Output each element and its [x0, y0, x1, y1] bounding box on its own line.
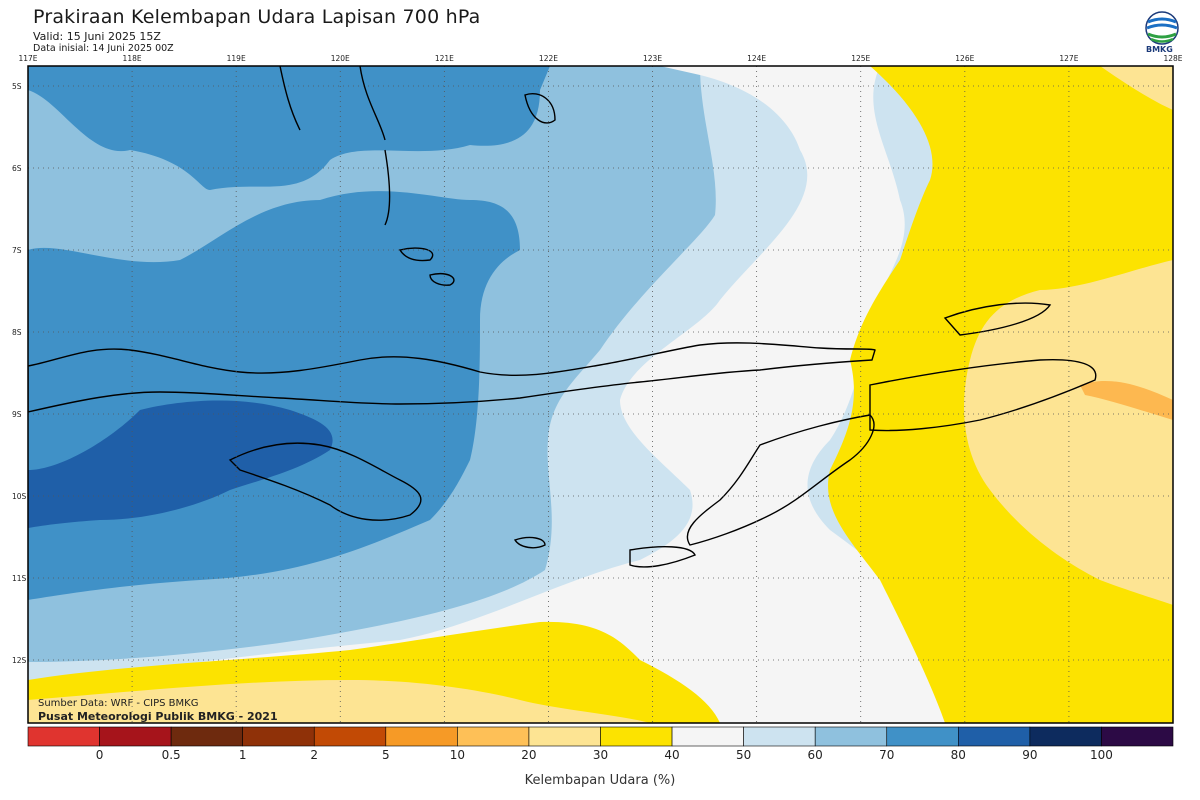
colorbar-tick-label: 50: [735, 748, 752, 762]
field-30-north: [1100, 66, 1173, 110]
colorbar-tick-label: 10: [449, 748, 466, 762]
colorbar-tick-label: 80: [950, 748, 966, 762]
map-title: Prakiraan Kelembapan Udara Lapisan 700 h…: [33, 6, 481, 28]
colorbar-tick-label: 2: [310, 748, 319, 762]
colorbar-title: Kelembapan Udara (%): [524, 773, 676, 788]
lat-label: 7S: [12, 246, 22, 255]
colorbar-segment: [958, 726, 1031, 747]
coast-small-islands: [384, 149, 455, 286]
colorbar-segment: [600, 726, 673, 747]
colorbar-segment: [457, 726, 530, 747]
coast-wetar: [943, 302, 1052, 336]
colorbar-segment: [1029, 726, 1102, 747]
lon-label: 117E: [18, 54, 37, 63]
colorbar-tick-label: 40: [664, 748, 680, 762]
colorbar-tick-label: 1: [238, 748, 247, 762]
data-source: Sumber Data: WRF - CIPS BMKG: [38, 698, 199, 709]
field-90: [28, 400, 333, 528]
lat-label: 5S: [12, 82, 22, 91]
lon-label: 127E: [1059, 54, 1078, 63]
gridlines: [28, 66, 1173, 723]
lat-label: 6S: [12, 164, 22, 173]
colorbar-tick-label: 20: [521, 748, 537, 762]
lat-label: 11S: [12, 574, 27, 583]
valid-time: Valid: 15 Juni 2025 15Z: [33, 30, 161, 43]
init-time: Data inisial: 14 Juni 2025 00Z: [33, 43, 174, 54]
colorbar-segment: [385, 726, 458, 747]
lon-labels: 117E 118E 119E 120E 121E 122E 123E 124E 125E 126E…: [18, 54, 1182, 63]
colorbar-segment: [27, 726, 100, 747]
bmkg-logo-icon: [1145, 11, 1179, 45]
field-30-east: [964, 260, 1173, 605]
field-20: [1080, 380, 1173, 420]
lat-label: 12S: [12, 656, 27, 665]
center-name: Pusat Meteorologi Publik BMKG - 2021: [38, 710, 278, 723]
colorbar-tick-label: 90: [1022, 748, 1038, 762]
coast-lesser-sunda: [28, 342, 876, 413]
colorbar-segment: [671, 726, 744, 747]
lon-label: 126E: [955, 54, 974, 63]
coast-sumba: [228, 442, 422, 521]
field-80-north: [28, 66, 550, 190]
colorbar-segment: [814, 726, 888, 747]
lat-label: 10S: [12, 492, 27, 501]
colorbar-tick-label: 5: [381, 748, 390, 762]
field-30-south: [28, 680, 650, 723]
colorbar: [27, 726, 1174, 747]
colorbar-segment: [170, 726, 243, 747]
coast-timor: [686, 414, 875, 546]
colorbar-tick-label: 70: [879, 748, 895, 762]
colorbar-tick-label: 30: [592, 748, 609, 762]
colorbar-segment: [99, 726, 172, 747]
lon-label: 119E: [227, 54, 246, 63]
lon-label: 128E: [1163, 54, 1182, 63]
colorbar-segment: [242, 726, 315, 747]
lat-labels: 5S 6S 7S 8S 9S 10S 11S 12S: [12, 82, 27, 665]
colorbar-tick-label: 0.5: [161, 748, 181, 762]
lon-label: 122E: [539, 54, 558, 63]
coast-east-island: [869, 358, 1097, 432]
coast-sulawesi: [279, 66, 556, 141]
lon-label: 123E: [643, 54, 662, 63]
colorbar-tick-label: 0: [95, 748, 104, 762]
map-frame: [27, 65, 1174, 724]
logo-text: BMKG: [1146, 45, 1173, 54]
colorbar-segment: [313, 726, 387, 747]
lat-label: 8S: [12, 328, 22, 337]
colorbar-segment: [1101, 726, 1174, 747]
colorbar-tick-label: 60: [807, 748, 823, 762]
field-50: [28, 66, 945, 723]
colorbar-segment: [528, 726, 601, 747]
coast-south-islands: [513, 536, 696, 568]
colorbar-segment: [743, 726, 816, 747]
lon-label: 118E: [123, 54, 142, 63]
lon-label: 121E: [435, 54, 454, 63]
colorbar-segment: [886, 726, 959, 747]
humidity-fields: [28, 66, 1173, 723]
lat-label: 9S: [12, 410, 22, 419]
lon-label: 120E: [331, 54, 350, 63]
coastlines: [28, 66, 1097, 568]
lon-label: 124E: [747, 54, 766, 63]
lon-label: 125E: [851, 54, 870, 63]
colorbar-tick-label: 100: [1089, 748, 1113, 762]
